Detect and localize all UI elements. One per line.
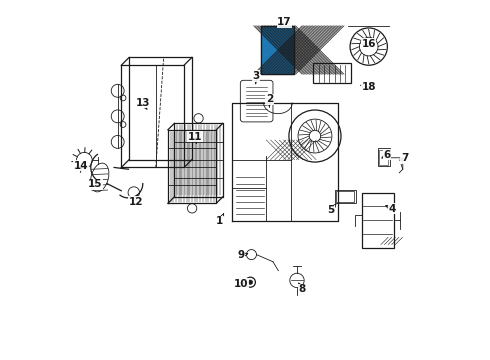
Bar <box>313 63 351 83</box>
Text: 14: 14 <box>74 161 88 171</box>
Bar <box>261 26 294 74</box>
Bar <box>379 150 389 165</box>
Text: 2: 2 <box>266 94 273 104</box>
Bar <box>261 26 294 74</box>
Text: 13: 13 <box>136 98 150 108</box>
Text: 12: 12 <box>128 197 143 207</box>
Circle shape <box>248 280 252 284</box>
Text: 7: 7 <box>401 153 408 163</box>
Text: 1: 1 <box>216 216 223 226</box>
Bar <box>335 190 356 203</box>
Text: 3: 3 <box>252 71 259 81</box>
Bar <box>337 192 354 202</box>
Bar <box>362 193 394 248</box>
Text: 9: 9 <box>238 250 245 260</box>
Text: 17: 17 <box>277 17 292 27</box>
Bar <box>378 148 390 166</box>
Text: 6: 6 <box>383 150 390 160</box>
Text: 18: 18 <box>362 82 376 93</box>
Text: 10: 10 <box>234 279 248 289</box>
Text: 8: 8 <box>299 284 306 294</box>
Text: 11: 11 <box>188 132 202 142</box>
Text: 16: 16 <box>362 39 376 49</box>
Text: 15: 15 <box>88 179 102 189</box>
Text: 4: 4 <box>389 204 396 214</box>
Text: 5: 5 <box>327 206 335 216</box>
Bar <box>261 26 294 74</box>
Circle shape <box>309 130 320 142</box>
